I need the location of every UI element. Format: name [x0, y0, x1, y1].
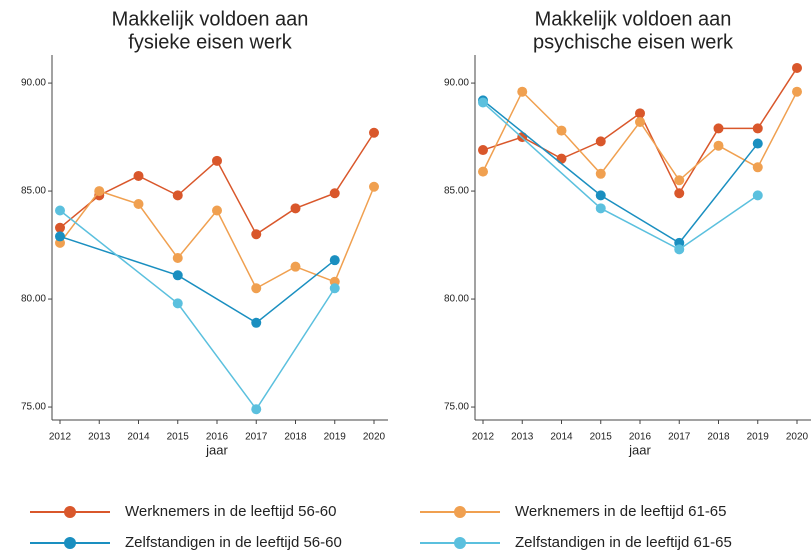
data-point: [556, 125, 567, 136]
legend-marker: [64, 537, 76, 549]
x-tick-label: 2020: [786, 432, 809, 443]
legend-marker: [454, 506, 466, 518]
chart-title: Makkelijk voldoen aan: [535, 8, 732, 30]
data-point: [752, 138, 763, 149]
data-point: [792, 62, 802, 73]
data-point: [133, 170, 144, 181]
y-tick-label: 90.00: [21, 78, 46, 89]
data-point: [595, 168, 606, 179]
x-tick-label: 2015: [167, 432, 190, 443]
x-axis-label: jaar: [205, 442, 228, 457]
data-point: [329, 255, 340, 266]
data-point: [478, 166, 488, 177]
data-point: [713, 123, 724, 134]
legend-marker: [454, 537, 466, 549]
series-line: [482, 101, 759, 251]
y-tick-label: 85.00: [444, 186, 469, 197]
data-point: [55, 231, 65, 242]
x-tick-label: 2016: [206, 432, 229, 443]
chart-title: psychische eisen werk: [533, 31, 734, 53]
x-axis-label: jaar: [628, 442, 651, 457]
data-point: [172, 298, 183, 309]
series-line: [59, 186, 375, 290]
series-line: [482, 90, 798, 182]
data-point: [290, 261, 301, 272]
data-point: [595, 136, 606, 147]
data-point: [94, 186, 105, 197]
x-tick-label: 2019: [747, 432, 770, 443]
data-point: [713, 140, 724, 151]
x-tick-label: 2017: [668, 432, 691, 443]
data-point: [792, 86, 802, 97]
y-tick-label: 80.00: [444, 294, 469, 305]
data-point: [517, 86, 528, 97]
y-tick-label: 85.00: [21, 186, 46, 197]
series-line: [482, 99, 759, 244]
data-point: [251, 283, 262, 294]
x-tick-label: 2020: [363, 432, 386, 443]
legend-label: Zelfstandigen in de leeftijd 56-60: [125, 534, 342, 551]
x-tick-label: 2012: [49, 432, 72, 443]
data-point: [172, 190, 183, 201]
series-line: [59, 235, 336, 324]
y-tick-label: 75.00: [21, 402, 46, 413]
series-line: [59, 209, 336, 411]
data-point: [172, 253, 183, 264]
legend-label: Werknemers in de leeftijd 56-60: [125, 503, 337, 520]
data-point: [55, 222, 65, 233]
x-tick-label: 2019: [324, 432, 347, 443]
data-point: [556, 153, 567, 164]
x-tick-label: 2018: [707, 432, 730, 443]
x-tick-label: 2014: [550, 432, 573, 443]
x-tick-label: 2013: [88, 432, 111, 443]
data-point: [212, 155, 222, 166]
series-line: [59, 132, 375, 236]
series-line: [482, 67, 798, 195]
data-point: [595, 190, 606, 201]
legend-marker: [64, 506, 76, 518]
data-point: [635, 116, 645, 127]
data-point: [369, 181, 379, 192]
data-point: [290, 203, 301, 214]
data-point: [752, 123, 763, 134]
y-tick-label: 80.00: [21, 294, 46, 305]
x-tick-label: 2014: [127, 432, 150, 443]
data-point: [674, 175, 685, 186]
data-point: [674, 188, 685, 199]
chart-title: fysieke eisen werk: [128, 31, 292, 53]
data-point: [212, 205, 222, 216]
legend-label: Werknemers in de leeftijd 61-65: [515, 503, 727, 520]
x-tick-label: 2017: [245, 432, 268, 443]
x-tick-label: 2015: [590, 432, 613, 443]
legend-label: Zelfstandigen in de leeftijd 61-65: [515, 534, 732, 551]
data-point: [674, 244, 685, 255]
data-point: [478, 145, 488, 156]
data-point: [172, 270, 183, 281]
data-point: [251, 317, 262, 328]
data-point: [251, 229, 262, 240]
data-point: [478, 97, 488, 108]
data-point: [752, 190, 763, 201]
data-point: [635, 108, 645, 119]
x-tick-label: 2018: [284, 432, 307, 443]
x-tick-label: 2013: [511, 432, 534, 443]
data-point: [133, 199, 144, 210]
y-tick-label: 90.00: [444, 78, 469, 89]
x-tick-label: 2016: [629, 432, 652, 443]
y-tick-label: 75.00: [444, 402, 469, 413]
data-point: [251, 404, 262, 415]
data-point: [55, 205, 65, 216]
data-point: [369, 127, 379, 138]
chart-title: Makkelijk voldoen aan: [112, 8, 309, 30]
data-point: [752, 162, 763, 173]
data-point: [329, 283, 340, 294]
data-point: [595, 203, 606, 214]
data-point: [329, 188, 340, 199]
x-tick-label: 2012: [472, 432, 495, 443]
